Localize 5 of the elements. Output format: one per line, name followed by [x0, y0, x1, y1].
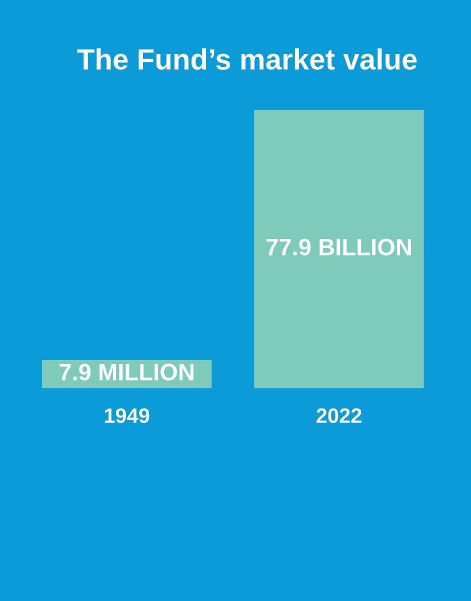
- data-label: 77.9 BILLION: [266, 238, 411, 256]
- x-tick-label: 2022: [316, 408, 362, 423]
- x-tick-label: 1949: [104, 408, 150, 423]
- chart-title: The Fund’s market value: [77, 48, 417, 70]
- data-label: 7.9 MILLION: [60, 364, 194, 380]
